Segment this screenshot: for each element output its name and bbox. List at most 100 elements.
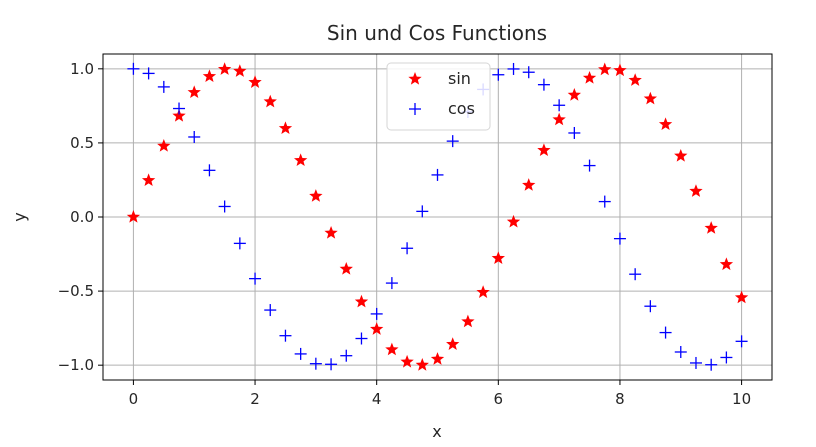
sin-point — [658, 117, 673, 131]
cos-point — [385, 277, 398, 290]
cos-point — [553, 99, 566, 112]
x-tick-label: 0 — [129, 390, 139, 408]
legend-marker-sin — [408, 72, 422, 85]
legend-box — [386, 62, 491, 131]
cos-point — [294, 347, 307, 360]
cos-point — [355, 332, 368, 345]
x-tick-label: 4 — [372, 390, 382, 408]
grid — [103, 54, 772, 380]
legend-plus-marker — [409, 103, 421, 115]
sin-point — [476, 285, 490, 298]
cos-point — [492, 68, 505, 81]
sin-point — [385, 342, 399, 356]
sin-point — [294, 153, 308, 167]
cos-point — [613, 232, 626, 245]
sin-point — [506, 214, 521, 228]
legend-star-marker — [408, 72, 422, 85]
sin-point — [430, 352, 445, 365]
sin-point — [157, 139, 171, 152]
sin-point — [370, 322, 384, 335]
sin-point — [734, 290, 749, 304]
cos-point — [629, 268, 642, 281]
sin-point — [674, 148, 688, 162]
cos-point — [583, 159, 596, 172]
cos-point — [431, 168, 444, 181]
sin-point — [415, 358, 429, 371]
cos-point — [689, 356, 702, 369]
sin-point — [704, 221, 718, 234]
cos-point — [218, 200, 231, 213]
cos-point — [142, 67, 155, 80]
cos-point — [416, 205, 429, 218]
sin-point — [263, 94, 277, 108]
sin-point — [522, 178, 536, 191]
cos-point — [705, 358, 718, 371]
cos-point — [674, 345, 687, 358]
x-tick-label: 10 — [732, 390, 751, 408]
sin-point — [613, 63, 627, 77]
cos-point — [568, 126, 581, 139]
x-tick-label: 2 — [250, 390, 260, 408]
cos-point — [127, 62, 140, 75]
sin-point — [324, 226, 338, 239]
sin-point — [689, 184, 703, 197]
cos-point — [249, 272, 262, 285]
series-cos — [127, 62, 748, 371]
legend: sin cos — [386, 62, 491, 131]
cos-point — [446, 135, 459, 148]
sin-point — [598, 62, 612, 76]
cos-point — [309, 357, 322, 370]
cos-point — [279, 329, 292, 342]
sin-point — [233, 64, 247, 77]
cos-point — [644, 300, 657, 313]
sin-point — [309, 189, 323, 202]
sin-point — [400, 354, 414, 368]
sin-point — [187, 85, 201, 99]
sin-point — [643, 91, 658, 105]
cos-point — [720, 351, 733, 364]
y-tick-label: −1.0 — [58, 356, 94, 374]
sin-point — [172, 108, 186, 122]
sin-point — [126, 210, 141, 223]
y-tick-label: 1.0 — [70, 60, 94, 78]
sin-point — [461, 314, 475, 328]
cos-point — [735, 335, 748, 348]
x-tick-label: 8 — [615, 390, 625, 408]
y-axis-label: y — [10, 212, 29, 221]
cos-point — [264, 304, 277, 317]
y-tick-label: −0.5 — [58, 282, 94, 300]
legend-label-sin: sin — [448, 69, 471, 88]
cos-point — [522, 66, 535, 79]
cos-point — [188, 130, 201, 143]
sin-point — [628, 73, 642, 86]
cos-point — [659, 326, 672, 339]
legend-marker-cos — [409, 103, 421, 115]
series-sin — [126, 62, 749, 371]
sin-point — [202, 69, 217, 83]
sin-point — [217, 62, 232, 75]
cos-point — [173, 102, 186, 115]
cos-point — [598, 195, 611, 208]
sin-point — [719, 257, 734, 271]
sin-point — [552, 112, 566, 126]
x-axis-label: x — [432, 422, 441, 441]
sin-point — [537, 143, 551, 156]
cos-point — [340, 349, 353, 362]
series-layer — [126, 62, 749, 371]
sin-point — [354, 294, 369, 308]
x-tick-label: 6 — [494, 390, 504, 408]
cos-point — [203, 164, 216, 177]
sin-point — [446, 337, 460, 350]
y-tick-label: 0.5 — [70, 134, 94, 152]
cos-point — [233, 237, 246, 250]
cos-point — [537, 78, 550, 91]
cos-point — [157, 80, 170, 93]
sin-point — [339, 262, 353, 275]
sin-point — [567, 88, 581, 101]
sin-point — [248, 75, 262, 88]
ticks: 0 2 4 6 8 10 −1.0 −0.5 0.0 0.5 1.0 — [58, 60, 752, 408]
cos-point — [325, 358, 338, 371]
cos-point — [370, 307, 383, 320]
legend-label-cos: cos — [448, 99, 475, 118]
